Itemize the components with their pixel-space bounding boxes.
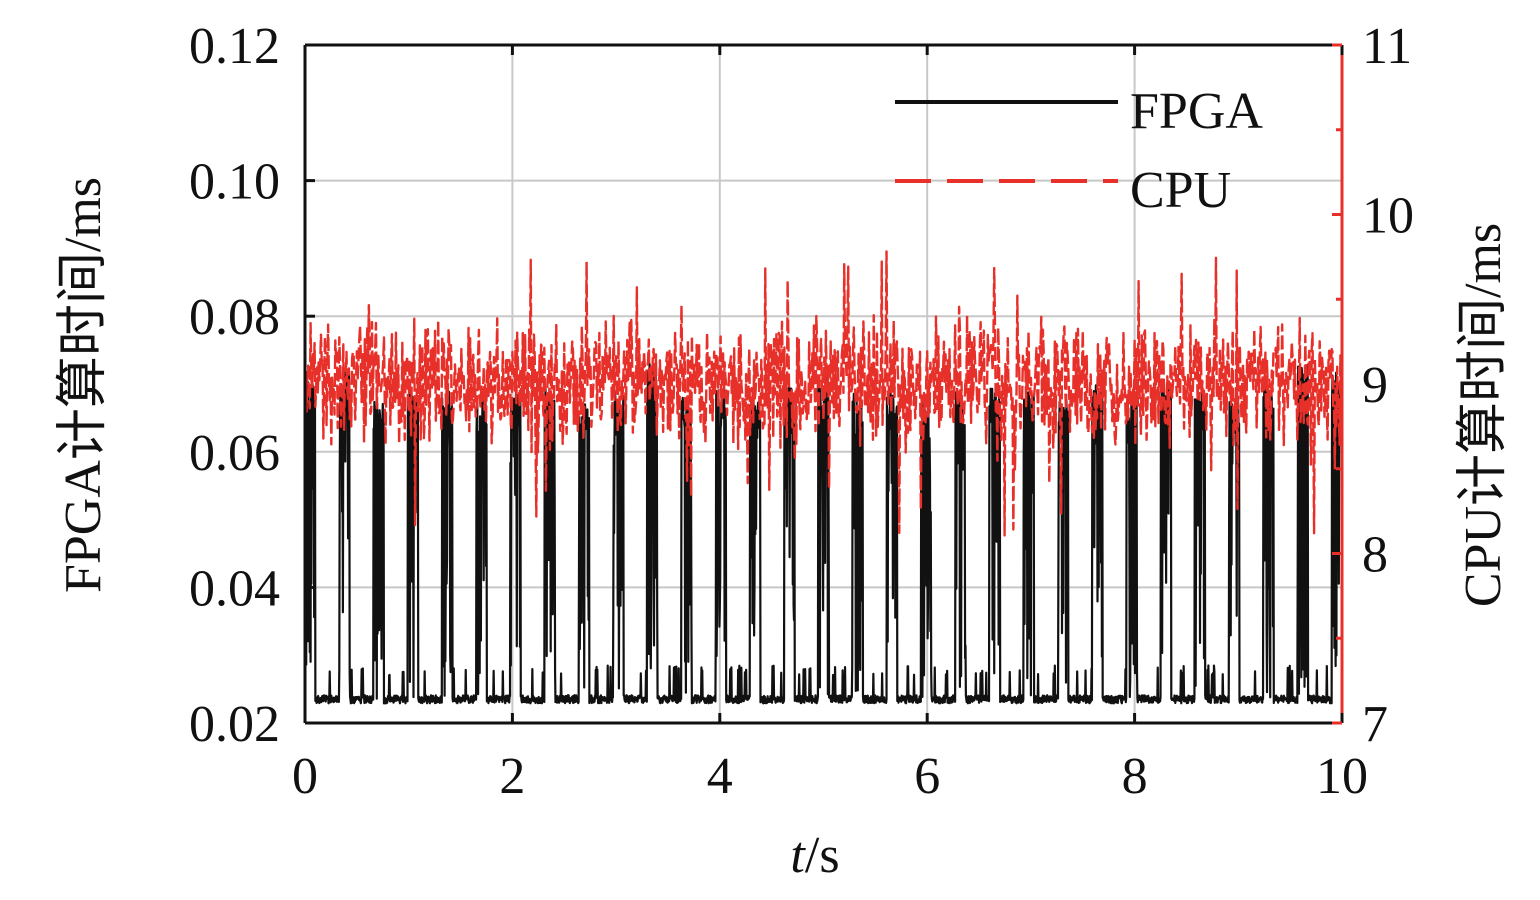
x-tick-label: 0: [292, 748, 318, 805]
left-axis-title: FPGA计算时间/ms: [55, 177, 112, 593]
left-tick-label: 0.10: [189, 154, 280, 211]
x-tick-label: 2: [499, 748, 525, 805]
plot-frame: [303, 43, 1344, 725]
right-tick-label: 11: [1362, 18, 1412, 75]
cpu-series-line: [303, 250, 1344, 537]
left-tick-label: 0.12: [189, 18, 280, 75]
right-tick-label: 8: [1362, 527, 1388, 584]
left-tick-label: 0.02: [189, 696, 280, 753]
x-tick-label: 6: [914, 748, 940, 805]
right-tick-label: 9: [1362, 357, 1388, 414]
x-axis-title: t/s: [790, 827, 839, 884]
x-tick-label: 10: [1316, 748, 1368, 805]
legend: FPGA CPU: [895, 83, 1263, 219]
left-tick-label: 0.08: [189, 289, 280, 346]
legend-fpga-label: FPGA: [1130, 83, 1263, 140]
x-tick-label: 4: [707, 748, 733, 805]
right-tick-label: 10: [1362, 188, 1414, 245]
left-tick-label: 0.04: [189, 560, 280, 617]
right-axis-title: CPU计算时间/ms: [1455, 223, 1512, 607]
cpu-line: [303, 250, 1344, 537]
x-tick-label: 8: [1122, 748, 1148, 805]
tick-labels: 0 2 4 6 8 10 0.02 0.04 0.06 0.08 0.10 0.12 7 8 9 10 11: [189, 18, 1414, 805]
legend-cpu-label: CPU: [1130, 162, 1231, 219]
left-tick-label: 0.06: [189, 425, 280, 482]
right-tick-label: 7: [1362, 696, 1388, 753]
